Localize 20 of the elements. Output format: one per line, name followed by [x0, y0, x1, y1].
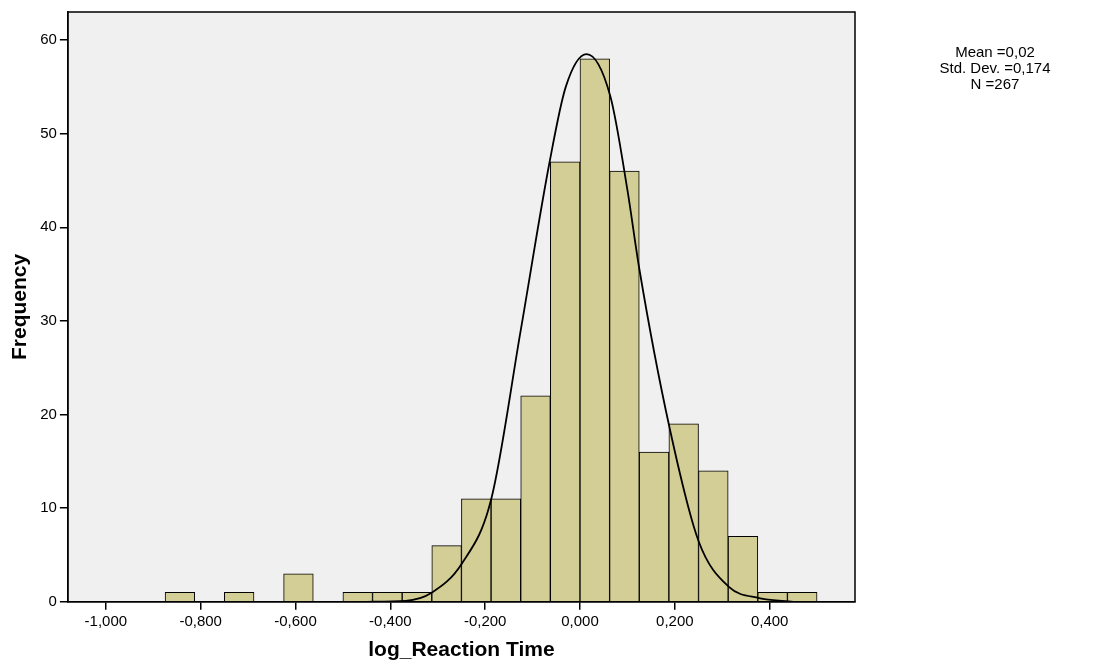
y-tick-label: 40 — [40, 217, 57, 235]
x-tick-label: 0,000 — [561, 611, 599, 629]
x-tick-label: -0,800 — [179, 611, 222, 629]
x-axis-title: log_Reaction Time — [368, 637, 555, 661]
y-tick-label: 50 — [40, 123, 57, 141]
x-tick-label: -1,000 — [84, 611, 128, 629]
y-tick-label: 10 — [40, 498, 57, 516]
y-tick-label: 60 — [40, 30, 57, 48]
x-tick-label: -0,200 — [463, 611, 507, 629]
x-tick-label: -0,600 — [274, 611, 317, 629]
y-tick-label: 20 — [40, 404, 57, 422]
y-tick-label: 0 — [48, 591, 57, 609]
y-axis-title: Frequency — [7, 253, 31, 360]
y-tick-label: 30 — [40, 311, 57, 329]
text: Mean =0,02 — [954, 43, 1036, 60]
x-tick-label: 0,400 — [750, 611, 789, 629]
text: Std. Dev. =0,174 — [938, 59, 1052, 76]
x-tick-label: 0,200 — [656, 611, 694, 629]
text: N =267 — [969, 75, 1021, 92]
x-tick-label: -0,400 — [369, 611, 412, 629]
